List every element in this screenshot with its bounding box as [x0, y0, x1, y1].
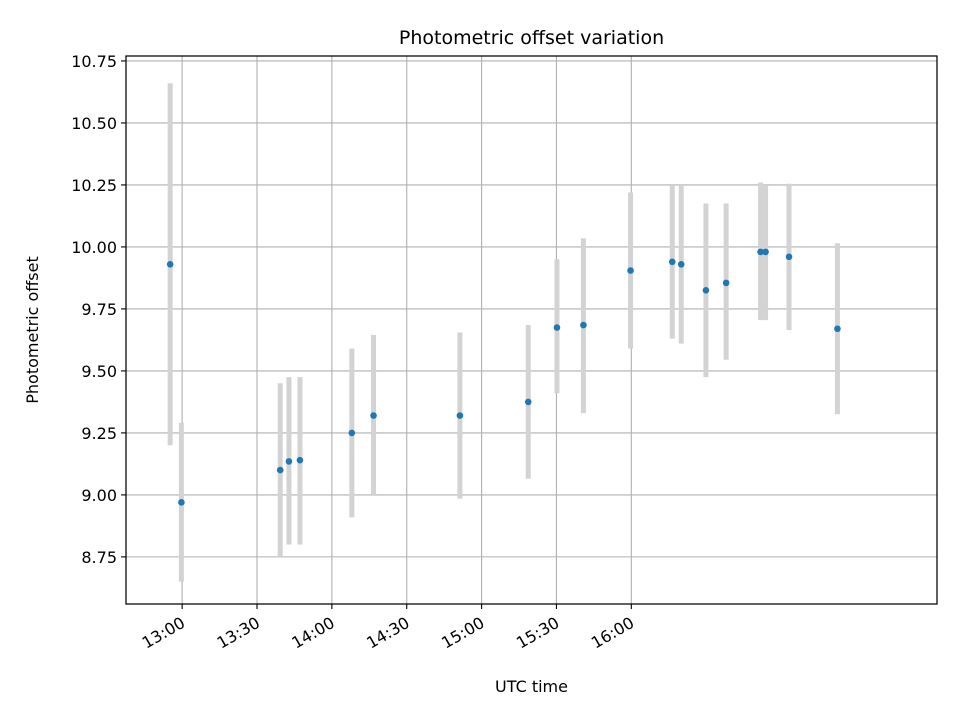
chart-title: Photometric offset variation: [399, 27, 664, 49]
data-point: [677, 260, 685, 268]
y-tick-label: 9.50: [81, 362, 117, 381]
y-tick-label: 10.25: [71, 176, 117, 195]
data-point: [456, 412, 464, 419]
data-point: [757, 248, 764, 256]
data-point: [668, 258, 676, 266]
data-point: [348, 429, 356, 437]
data-point: [166, 260, 174, 268]
x-axis-title: UTC time: [495, 677, 568, 696]
y-tick-label: 8.75: [81, 548, 117, 567]
data-points: [166, 248, 841, 506]
y-tick-label: 10.50: [71, 114, 117, 133]
data-point: [785, 253, 793, 261]
y-tick-label: 9.75: [81, 300, 117, 319]
data-point: [580, 321, 587, 329]
data-point: [296, 456, 304, 464]
plot-frame: [125, 55, 938, 605]
y-tick-label: 9.25: [81, 424, 117, 443]
data-point: [627, 267, 634, 274]
data-point: [834, 325, 841, 333]
data-point: [702, 287, 710, 294]
data-point: [762, 248, 769, 256]
data-point: [276, 466, 284, 474]
y-tick-label: 10.00: [71, 238, 117, 257]
data-point: [722, 279, 730, 287]
data-point: [370, 412, 377, 419]
data-point: [553, 324, 561, 331]
y-axis-title: Photometric offset: [23, 256, 42, 404]
y-tick-label: 10.75: [71, 52, 117, 71]
y-tick-label: 9.00: [81, 486, 117, 505]
data-point: [524, 398, 532, 406]
data-point: [285, 458, 293, 465]
data-point: [178, 499, 185, 506]
